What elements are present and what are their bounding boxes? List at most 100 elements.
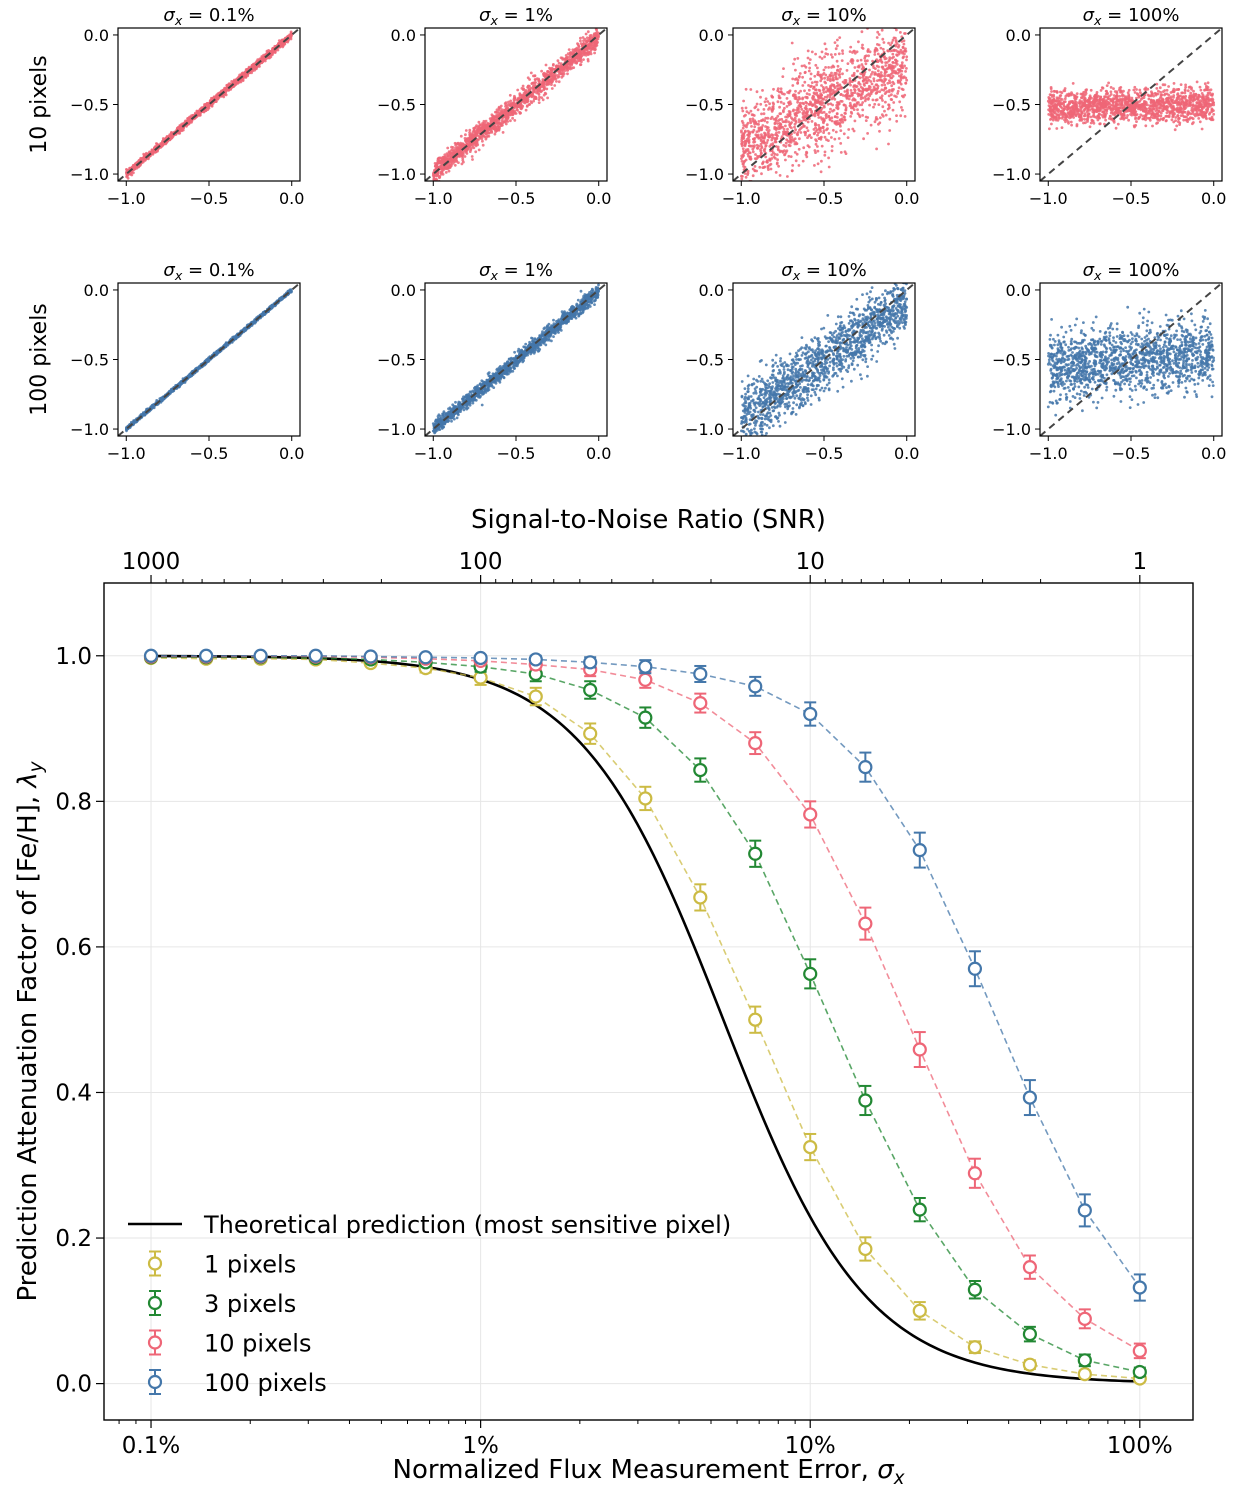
x-tick-label: −0.5: [497, 189, 536, 208]
x-tick-label: −0.5: [190, 189, 229, 208]
x-tick-label: 100%: [1107, 1433, 1173, 1459]
scatter-points: [1046, 305, 1216, 417]
y-tick-label: −0.5: [377, 96, 416, 115]
row-label: 100 pixels: [27, 303, 52, 416]
data-point: [803, 807, 818, 822]
data-point: [583, 726, 598, 741]
series-line: [151, 657, 1140, 1380]
x-tick-label: −0.5: [1112, 189, 1151, 208]
x-tick-label: 0.0: [279, 444, 304, 463]
y-tick-label: −0.5: [992, 96, 1031, 115]
attenuation-chart: 0.1% 1% 10% 100% 0.0 0.2 0.4 0.6 0.8 1.0 1000 100 10…: [13, 505, 1194, 1489]
y-tick-label: −0.5: [992, 351, 1031, 370]
data-point: [967, 1340, 983, 1355]
top-tick-label: 100: [459, 549, 503, 575]
y-tick-label: −1.0: [685, 165, 724, 184]
x-tick-label: −1.0: [414, 444, 453, 463]
series-line: [151, 654, 1141, 1289]
panel-title: σx = 1%: [479, 5, 553, 28]
data-point: [638, 710, 653, 725]
x-tick-label: −1.0: [1029, 444, 1068, 463]
scatter-points: [431, 28, 600, 181]
y-tick-label: −1.0: [992, 165, 1031, 184]
data-point: [418, 650, 433, 665]
data-point: [1077, 1353, 1092, 1368]
data-point: [583, 655, 598, 670]
scatter-points: [431, 283, 600, 435]
legend-label: 10 pixels: [204, 1330, 311, 1358]
scatter-panel: σx = 10% −1.0 −0.5 0.0 0.0 −0.5 −1.0: [685, 260, 919, 463]
y-tick-label: −1.0: [377, 165, 416, 184]
data-point: [693, 695, 708, 711]
data-point: [748, 1012, 763, 1027]
top-tick-label: 10: [796, 549, 825, 575]
data-point: [638, 659, 653, 674]
data-point: [1022, 1090, 1037, 1105]
identity-line: [425, 283, 607, 436]
y-tick-label: −0.5: [70, 351, 109, 370]
data-point: [912, 1303, 927, 1318]
data-point: [253, 648, 268, 663]
x-tick-label: −1.0: [107, 444, 146, 463]
scatter-panel: σx = 10% −1.0 −0.5 0.0 0.0 −0.5 −1.0: [685, 5, 919, 208]
y-tick-label: −0.5: [377, 351, 416, 370]
data-point: [1022, 1357, 1037, 1372]
data-point: [748, 846, 763, 861]
y-axis-label: Prediction Attenuation Factor of [Fe/H],…: [13, 761, 47, 1301]
identity-line: [1040, 28, 1222, 181]
scatter-panel: σx = 100% −1.0 −0.5 0.0 0.0 −0.5 −1.0: [992, 5, 1226, 208]
panel-title: σx = 0.1%: [163, 5, 254, 28]
legend: Theoretical prediction (most sensitive p…: [128, 1211, 731, 1397]
scatter-panel: σx = 1% −1.0 −0.5 0.0 0.0 −0.5 −1.0: [377, 260, 611, 463]
y-tick-label: 0.0: [699, 281, 724, 300]
data-point: [308, 648, 323, 663]
y-tick-label: 0.4: [55, 1080, 92, 1106]
data-point: [803, 966, 818, 981]
identity-line: [425, 28, 607, 181]
series-100-pixels: [143, 648, 1147, 1302]
x-tick-label: −0.5: [1112, 444, 1151, 463]
data-point: [748, 679, 763, 694]
y-tick-label: 0.0: [1006, 281, 1031, 300]
data-point: [803, 1139, 818, 1155]
panel-title: σx = 100%: [1083, 5, 1180, 28]
x-tick-label: −1.0: [107, 189, 146, 208]
panel-frame: [732, 282, 916, 437]
panel-title: σx = 0.1%: [163, 260, 254, 283]
data-point: [1132, 1343, 1147, 1358]
data-point: [1022, 1327, 1037, 1342]
x-tick-label: −0.5: [190, 444, 229, 463]
y-tick-label: −0.5: [685, 96, 724, 115]
scatter-panel: σx = 0.1% −1.0 −0.5 0.0 0.0 −0.5 −1.0: [70, 260, 304, 463]
x-tick-label: −1.0: [722, 444, 761, 463]
data-point: [1077, 1367, 1092, 1382]
identity-line: [1040, 283, 1222, 436]
legend-marker: [147, 1295, 163, 1311]
y-tick-label: 0.2: [55, 1226, 92, 1252]
x-tick-label: 0.0: [586, 444, 611, 463]
x-tick-label: 0.1%: [122, 1433, 180, 1459]
scatter-panel: σx = 100% −1.0 −0.5 0.0 0.0 −0.5 −1.0: [992, 260, 1226, 463]
x-tick-label: −0.5: [805, 444, 844, 463]
x-tick-label: −1.0: [722, 189, 761, 208]
data-point: [803, 706, 818, 722]
y-tick-label: 0.0: [699, 26, 724, 45]
legend-marker: [147, 1374, 163, 1390]
data-point: [967, 961, 983, 976]
legend-marker: [147, 1256, 163, 1271]
data-point: [967, 1166, 983, 1181]
legend-label: 100 pixels: [204, 1369, 327, 1397]
data-point: [858, 760, 873, 775]
identity-line: [733, 28, 915, 181]
scatter-panel: σx = 1% −1.0 −0.5 0.0 0.0 −0.5 −1.0: [377, 5, 611, 208]
legend-marker: [147, 1335, 163, 1350]
main-frame: [103, 582, 1194, 1421]
row-label: 10 pixels: [27, 55, 52, 154]
y-tick-label: 0.0: [84, 281, 109, 300]
y-tick-label: 0.0: [391, 26, 416, 45]
data-point: [363, 649, 378, 664]
data-point: [693, 890, 708, 905]
data-point: [858, 1093, 873, 1108]
y-tick-label: 1.0: [55, 644, 92, 670]
x-tick-label: 0.0: [279, 189, 304, 208]
